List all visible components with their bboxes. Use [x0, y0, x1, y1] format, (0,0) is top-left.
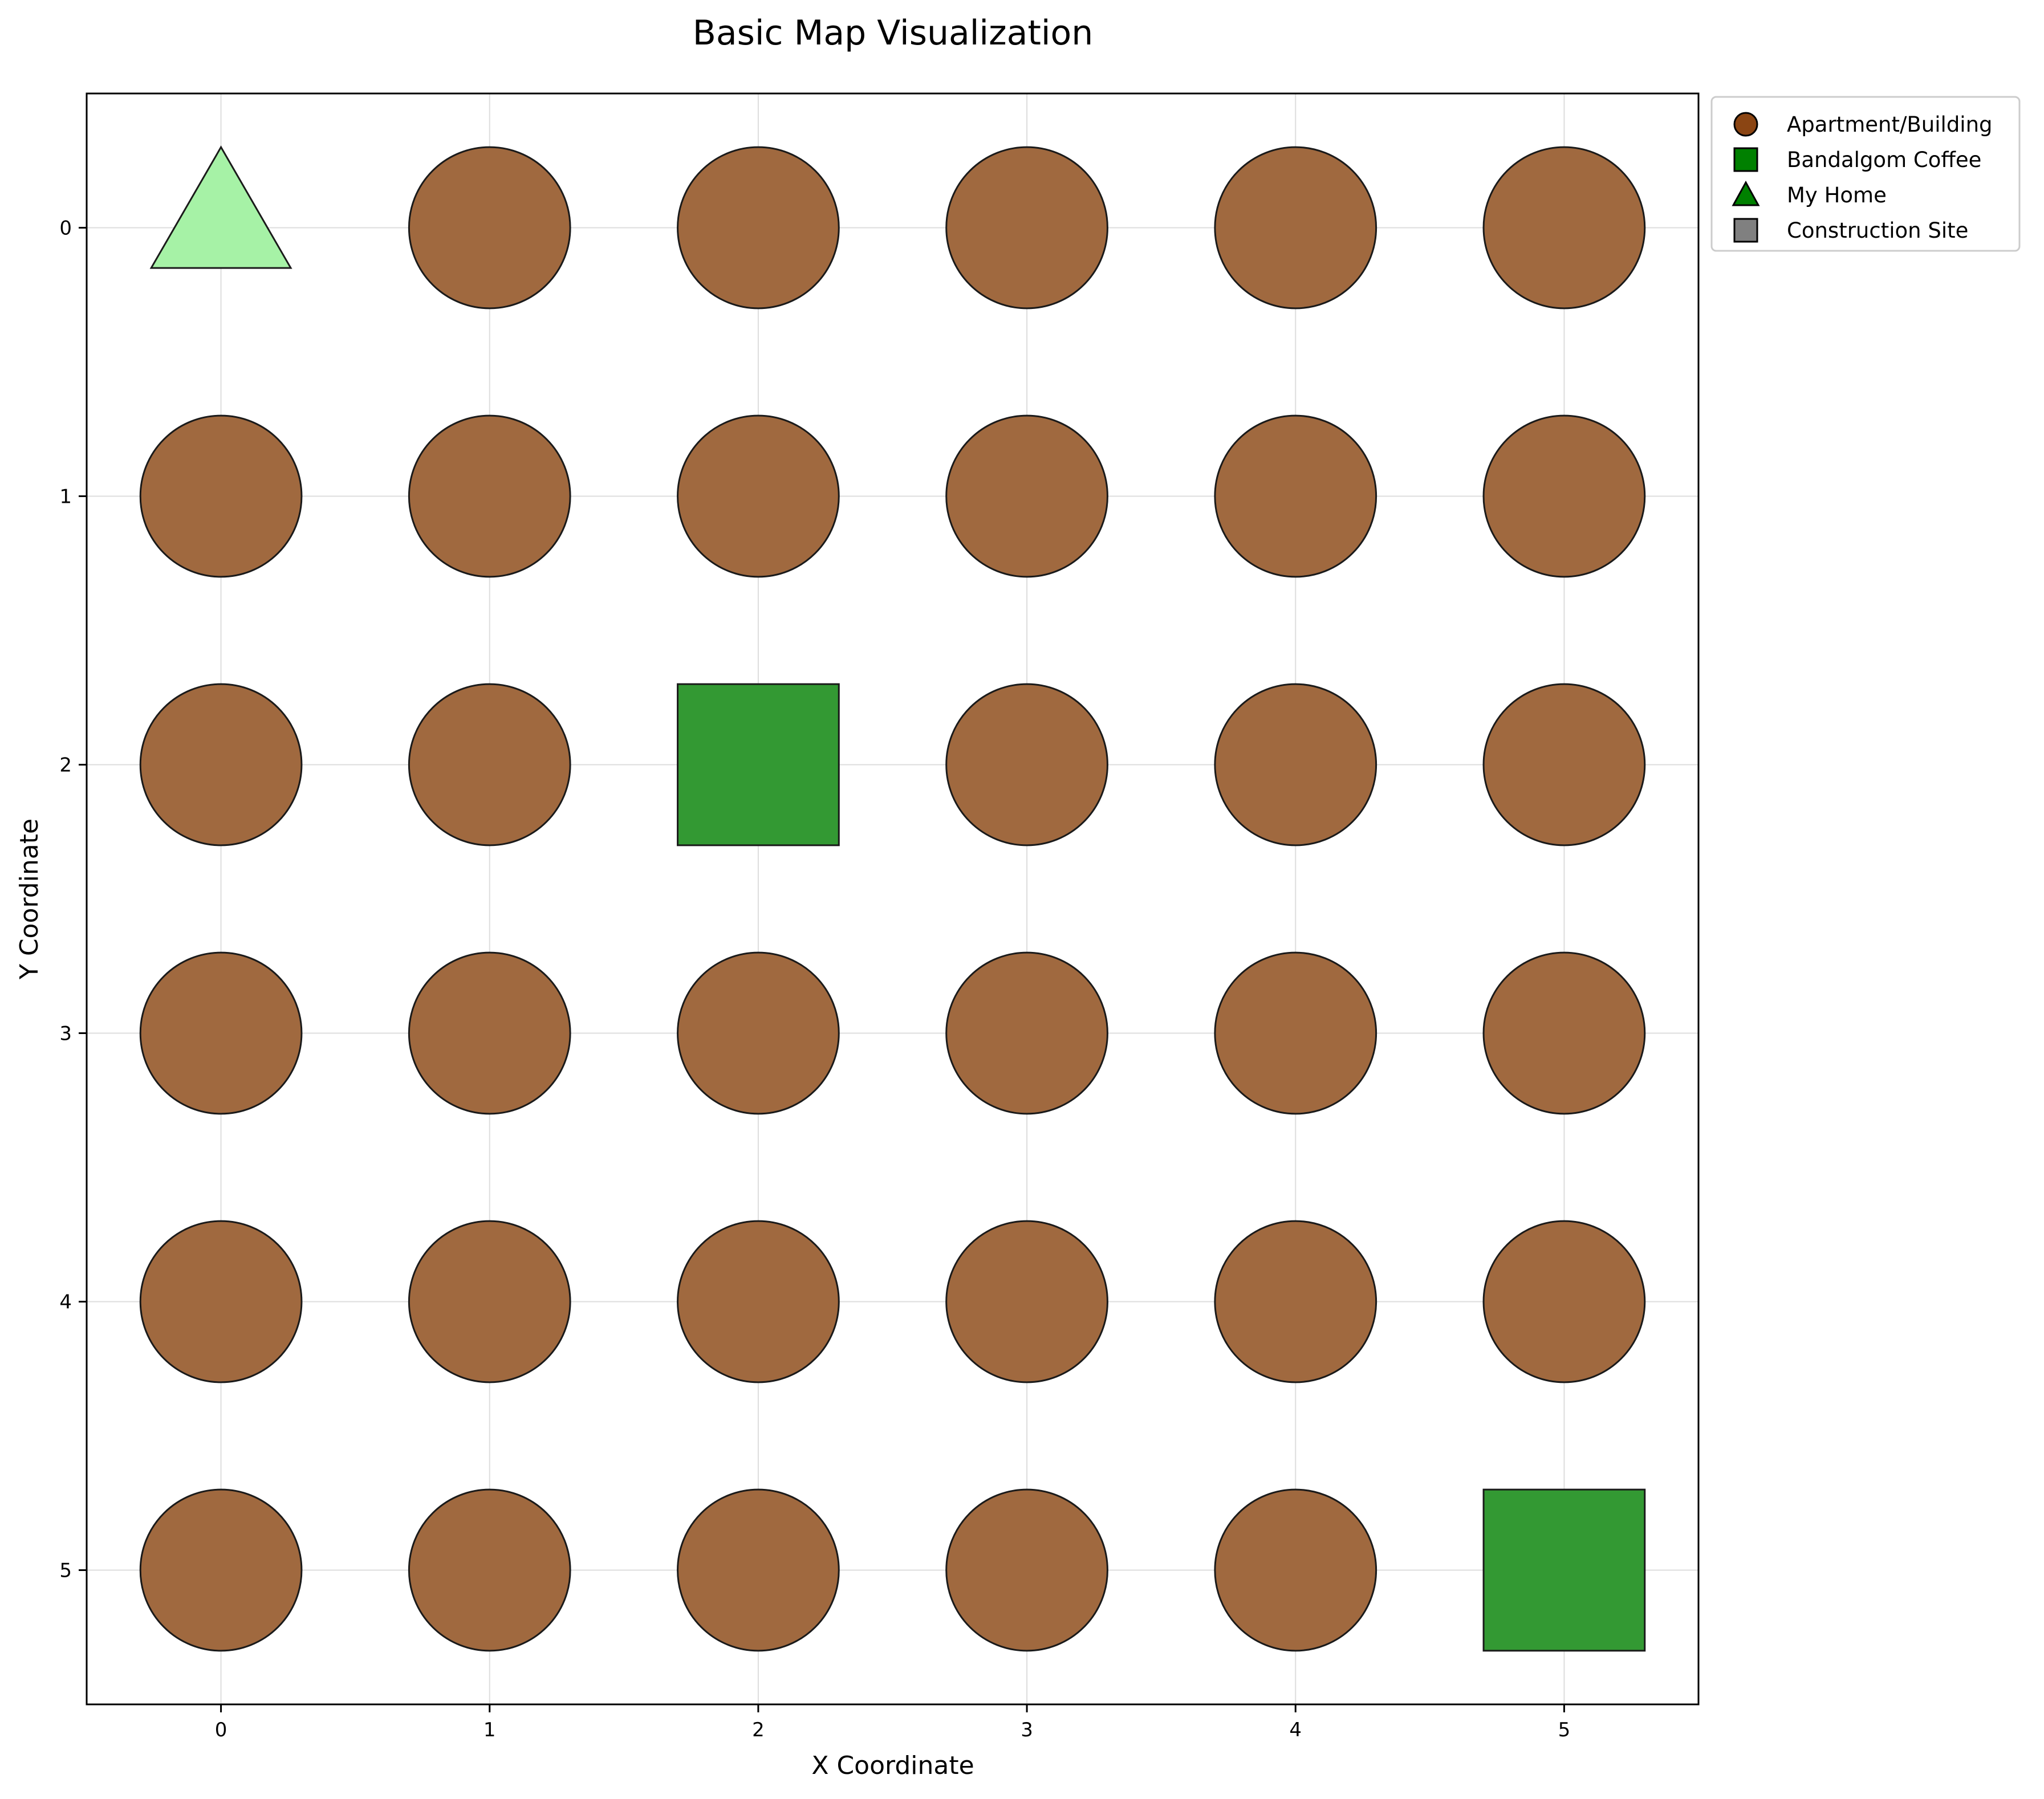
legend-marker-construction-site: [1733, 218, 1758, 243]
chart-title: Basic Map Visualization: [693, 13, 1094, 53]
building-marker-3-1: [945, 414, 1108, 578]
x-tick-label-5: 5: [1558, 1719, 1571, 1741]
legend-marker-my-home: [1732, 180, 1760, 206]
building-marker-4-1: [1214, 414, 1377, 578]
legend: Apartment/Building Bandalgom Coffee My Hom…: [1710, 96, 2021, 252]
building-marker-3-2: [945, 683, 1108, 846]
building-marker-1-3: [408, 951, 571, 1115]
building-marker-1-2: [408, 683, 571, 846]
x-tick-label-3: 3: [1021, 1719, 1033, 1741]
building-marker-4-2: [1214, 683, 1377, 846]
building-marker-0-4: [139, 1220, 303, 1383]
building-marker-1-1: [408, 414, 571, 578]
legend-label-2: My Home: [1787, 183, 1887, 207]
y-tick-label-4: 4: [59, 1291, 72, 1314]
building-marker-4-4: [1214, 1220, 1377, 1383]
plot-area-frame: [86, 92, 1700, 1706]
y-tick-label-1: 1: [59, 486, 72, 508]
x-tick-label-4: 4: [1289, 1719, 1302, 1741]
x-axis-label: X Coordinate: [811, 1751, 974, 1780]
x-tick-label-1: 1: [483, 1719, 496, 1741]
legend-marker-apartment-building: [1733, 112, 1758, 137]
coffee-marker-2-2: [677, 683, 840, 846]
building-marker-5-4: [1482, 1220, 1646, 1383]
home-marker-0-0: [149, 145, 292, 269]
building-marker-2-1: [677, 414, 840, 578]
building-marker-2-5: [677, 1488, 840, 1652]
y-axis-label: Y Coordinate: [15, 819, 44, 980]
building-marker-5-1: [1482, 414, 1646, 578]
y-axis-ticks: 0 1 2 3 4 5: [59, 217, 87, 1582]
building-marker-4-5: [1214, 1488, 1377, 1652]
building-marker-0-2: [139, 683, 303, 846]
building-marker-4-3: [1214, 951, 1377, 1115]
legend-label-3: Construction Site: [1787, 218, 1968, 243]
building-marker-5-0: [1482, 146, 1646, 310]
grid-lines: [87, 93, 1698, 1704]
building-marker-0-3: [139, 951, 303, 1115]
building-marker-2-4: [677, 1220, 840, 1383]
building-marker-3-0: [945, 146, 1108, 310]
y-tick-label-2: 2: [59, 754, 72, 777]
building-marker-3-4: [945, 1220, 1108, 1383]
x-tick-label-2: 2: [752, 1719, 765, 1741]
building-marker-4-0: [1214, 146, 1377, 310]
building-marker-1-4: [408, 1220, 571, 1383]
building-marker-5-3: [1482, 951, 1646, 1115]
legend-frame: [1710, 96, 2021, 252]
building-marker-2-3: [677, 951, 840, 1115]
building-marker-3-5: [945, 1488, 1108, 1652]
legend-label-0: Apartment/Building: [1787, 112, 1993, 137]
building-marker-2-0: [677, 146, 840, 310]
legend-label-1: Bandalgom Coffee: [1787, 148, 1981, 172]
legend-marker-bandalgom-coffee: [1733, 147, 1758, 172]
building-marker-0-5: [139, 1488, 303, 1652]
map-markers: [139, 145, 1646, 1652]
building-marker-5-2: [1482, 683, 1646, 846]
x-tick-label-0: 0: [215, 1719, 227, 1741]
y-tick-label-0: 0: [59, 217, 72, 240]
y-tick-label-3: 3: [59, 1023, 72, 1045]
x-axis-ticks: 0 1 2 3 4 5: [215, 1704, 1570, 1741]
building-marker-0-1: [139, 414, 303, 578]
building-marker-3-3: [945, 951, 1108, 1115]
y-tick-label-5: 5: [59, 1560, 72, 1582]
building-marker-1-0: [408, 146, 571, 310]
coffee-marker-5-5: [1482, 1488, 1646, 1652]
building-marker-1-5: [408, 1488, 571, 1652]
